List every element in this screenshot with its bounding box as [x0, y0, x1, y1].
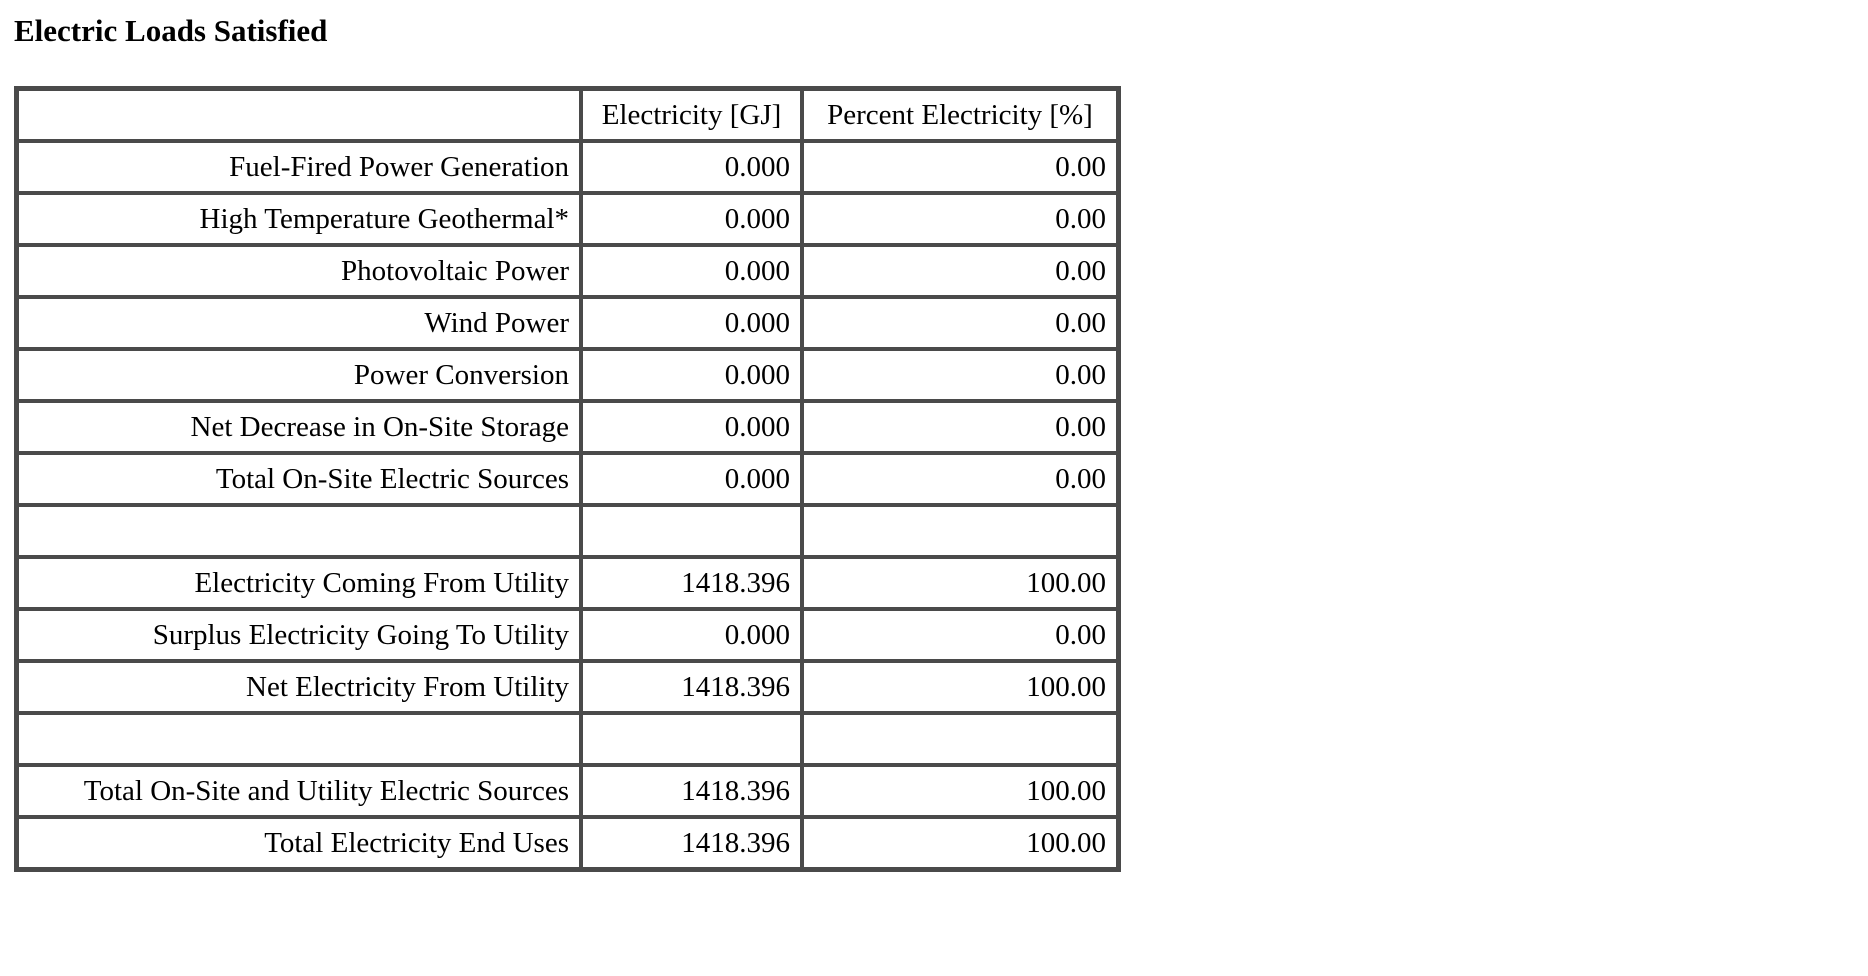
row-electricity-gj: 0.000: [581, 453, 802, 505]
report-title: Electric Loads Satisfied: [14, 13, 328, 48]
row-percent-electricity: 100.00: [802, 765, 1118, 817]
row-label: Net Electricity From Utility: [17, 661, 581, 713]
table-header-row: Electricity [GJ] Percent Electricity [%]: [17, 89, 1118, 141]
table-row: Wind Power 0.000 0.00: [17, 297, 1118, 349]
row-percent-electricity: 0.00: [802, 609, 1118, 661]
table-row: Photovoltaic Power 0.000 0.00: [17, 245, 1118, 297]
row-percent-electricity: 0.00: [802, 453, 1118, 505]
row-percent-electricity: 0.00: [802, 245, 1118, 297]
table-row: Electricity Coming From Utility 1418.396…: [17, 557, 1118, 609]
header-electricity-gj: Electricity [GJ]: [581, 89, 802, 141]
row-label: Surplus Electricity Going To Utility: [17, 609, 581, 661]
row-electricity-gj: 0.000: [581, 401, 802, 453]
row-label: Total Electricity End Uses: [17, 817, 581, 869]
row-electricity-gj: 1418.396: [581, 817, 802, 869]
row-electricity-gj: 0.000: [581, 297, 802, 349]
table-row: Power Conversion 0.000 0.00: [17, 349, 1118, 401]
row-electricity-gj: [581, 713, 802, 765]
row-label: [17, 505, 581, 557]
row-label: [17, 713, 581, 765]
row-percent-electricity: 0.00: [802, 193, 1118, 245]
row-label: High Temperature Geothermal*: [17, 193, 581, 245]
row-electricity-gj: 0.000: [581, 349, 802, 401]
row-percent-electricity: 0.00: [802, 349, 1118, 401]
row-label: Fuel-Fired Power Generation: [17, 141, 581, 193]
table-row: Total Electricity End Uses 1418.396 100.…: [17, 817, 1118, 869]
table-row: Fuel-Fired Power Generation 0.000 0.00: [17, 141, 1118, 193]
row-percent-electricity: 100.00: [802, 817, 1118, 869]
row-electricity-gj: [581, 505, 802, 557]
header-corner-cell: [17, 89, 581, 141]
row-percent-electricity: 0.00: [802, 297, 1118, 349]
table-row: Net Electricity From Utility 1418.396 10…: [17, 661, 1118, 713]
row-electricity-gj: 1418.396: [581, 765, 802, 817]
row-electricity-gj: 1418.396: [581, 661, 802, 713]
table-row: Net Decrease in On-Site Storage 0.000 0.…: [17, 401, 1118, 453]
row-percent-electricity: [802, 505, 1118, 557]
table-row: Surplus Electricity Going To Utility 0.0…: [17, 609, 1118, 661]
row-percent-electricity: 100.00: [802, 661, 1118, 713]
row-label: Total On-Site and Utility Electric Sourc…: [17, 765, 581, 817]
table-row: High Temperature Geothermal* 0.000 0.00: [17, 193, 1118, 245]
row-label: Photovoltaic Power: [17, 245, 581, 297]
row-label: Net Decrease in On-Site Storage: [17, 401, 581, 453]
table-row: Total On-Site Electric Sources 0.000 0.0…: [17, 453, 1118, 505]
row-electricity-gj: 0.000: [581, 141, 802, 193]
row-percent-electricity: [802, 713, 1118, 765]
row-label: Total On-Site Electric Sources: [17, 453, 581, 505]
row-electricity-gj: 1418.396: [581, 557, 802, 609]
row-label: Wind Power: [17, 297, 581, 349]
table-row-spacer: [17, 713, 1118, 765]
table-row-spacer: [17, 505, 1118, 557]
electric-loads-table: Electricity [GJ] Percent Electricity [%]…: [14, 86, 1121, 872]
row-electricity-gj: 0.000: [581, 609, 802, 661]
row-electricity-gj: 0.000: [581, 193, 802, 245]
row-percent-electricity: 0.00: [802, 141, 1118, 193]
row-label: Electricity Coming From Utility: [17, 557, 581, 609]
header-percent-electricity: Percent Electricity [%]: [802, 89, 1118, 141]
row-electricity-gj: 0.000: [581, 245, 802, 297]
row-percent-electricity: 100.00: [802, 557, 1118, 609]
row-label: Power Conversion: [17, 349, 581, 401]
row-percent-electricity: 0.00: [802, 401, 1118, 453]
table-row: Total On-Site and Utility Electric Sourc…: [17, 765, 1118, 817]
